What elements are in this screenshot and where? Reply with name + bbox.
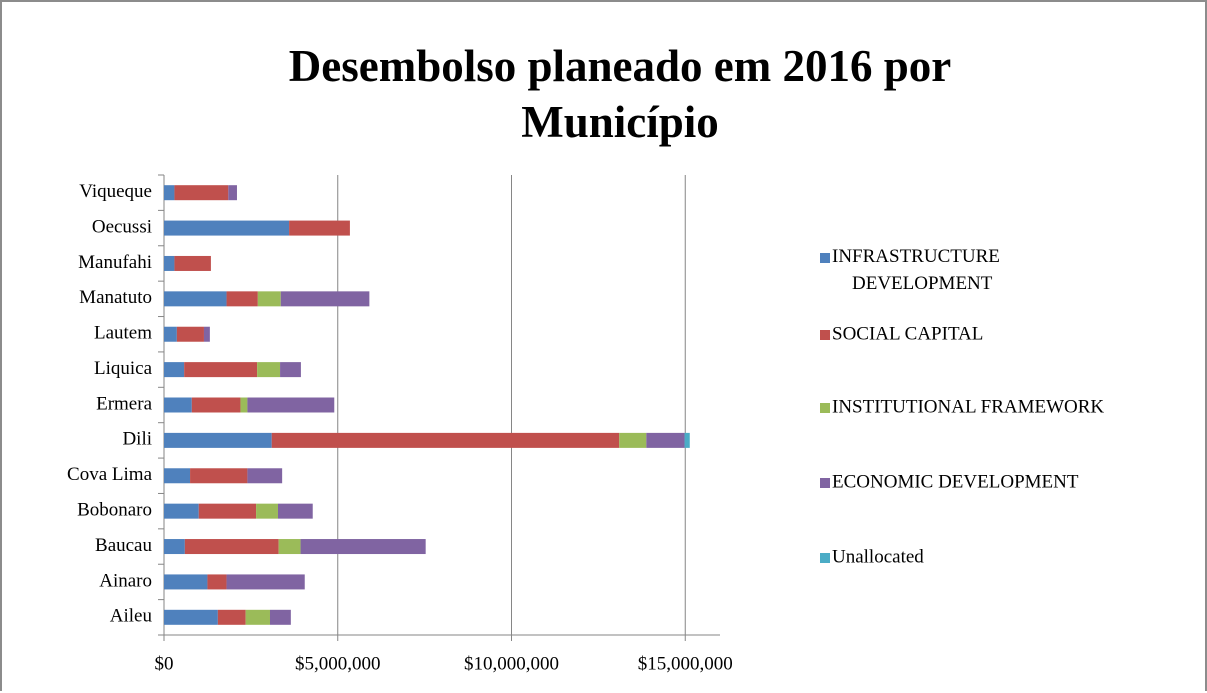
bar-segment (300, 539, 426, 555)
x-tick-label: $0 (155, 653, 174, 674)
bar-segment (256, 503, 278, 519)
bar-segment (164, 326, 177, 342)
bar-segment (164, 397, 192, 413)
legend-swatch (820, 403, 830, 413)
bar-segment (164, 539, 185, 555)
bar-segment (164, 468, 191, 484)
bar-segment (247, 397, 335, 413)
bar-segment (269, 609, 291, 625)
bar-segment (257, 362, 281, 378)
legend-swatch (820, 553, 830, 563)
chart-title: Desembolso planeado em 2016 por Municípi… (288, 41, 952, 147)
bar-segment (174, 185, 229, 201)
legend-label: Unallocated (832, 546, 924, 567)
bar-segment (184, 539, 279, 555)
x-tick-label: $10,000,000 (464, 653, 559, 674)
bar-segment (684, 432, 690, 448)
bar-segment (289, 220, 350, 236)
legend-swatch (820, 330, 830, 340)
y-tick-label: Viqueque (79, 181, 152, 202)
legend-label: INFRASTRUCTURE DEVELOPMENT (832, 246, 1005, 294)
y-tick-label: Baucau (95, 535, 152, 556)
bar-segment (228, 185, 237, 201)
y-tick-label: Dili (122, 429, 152, 450)
bar-segment (184, 362, 258, 378)
bar-segment (174, 255, 211, 271)
legend-label: INSTITUTIONAL FRAMEWORK (832, 396, 1104, 417)
legend-label: ECONOMIC DEVELOPMENT (832, 471, 1079, 492)
bar-segment (240, 397, 248, 413)
y-tick-label: Ermera (96, 393, 152, 414)
legend-swatch (820, 478, 830, 488)
y-tick-label: Manatuto (79, 287, 152, 308)
bar-segment (190, 468, 248, 484)
bar-segment (164, 503, 199, 519)
bar-segment (164, 432, 272, 448)
legend-swatch (820, 253, 830, 263)
bar-segment (198, 503, 257, 519)
y-tick-label: Cova Lima (67, 464, 153, 485)
y-tick-label: Bobonaro (77, 500, 152, 521)
y-tick-label: Lautem (94, 323, 152, 344)
y-tick-label: Manufahi (78, 252, 152, 273)
bar-segment (164, 362, 185, 378)
bar-segment (203, 326, 210, 342)
bar-segment (164, 255, 175, 271)
bar-segment (207, 574, 227, 590)
legend-label: SOCIAL CAPITAL (832, 323, 983, 344)
x-tick-label: $5,000,000 (295, 653, 381, 674)
y-tick-label: Ainaro (99, 570, 152, 591)
bar-segment (247, 468, 283, 484)
bar-segment (278, 539, 301, 555)
y-tick-label: Liquica (94, 358, 153, 379)
bar-segment (164, 185, 175, 201)
bar-segment (164, 291, 227, 307)
bar-segment (176, 326, 204, 342)
bar-segment (619, 432, 647, 448)
bar-segment (226, 291, 258, 307)
bar-segment (245, 609, 270, 625)
bar-segment (280, 291, 370, 307)
bar-segment (164, 574, 208, 590)
x-tick-label: $15,000,000 (638, 653, 733, 674)
bar-segment (277, 503, 313, 519)
bar-segment (646, 432, 685, 448)
bar-segment (191, 397, 241, 413)
bar-segment (226, 574, 305, 590)
bar-segment (280, 362, 301, 378)
bar-segment (271, 432, 620, 448)
bar-segment (257, 291, 281, 307)
bar-segment (217, 609, 246, 625)
bar-segment (164, 609, 218, 625)
y-tick-label: Aileu (110, 606, 153, 627)
y-tick-label: Oecussi (92, 216, 152, 237)
bar-segment (164, 220, 290, 236)
